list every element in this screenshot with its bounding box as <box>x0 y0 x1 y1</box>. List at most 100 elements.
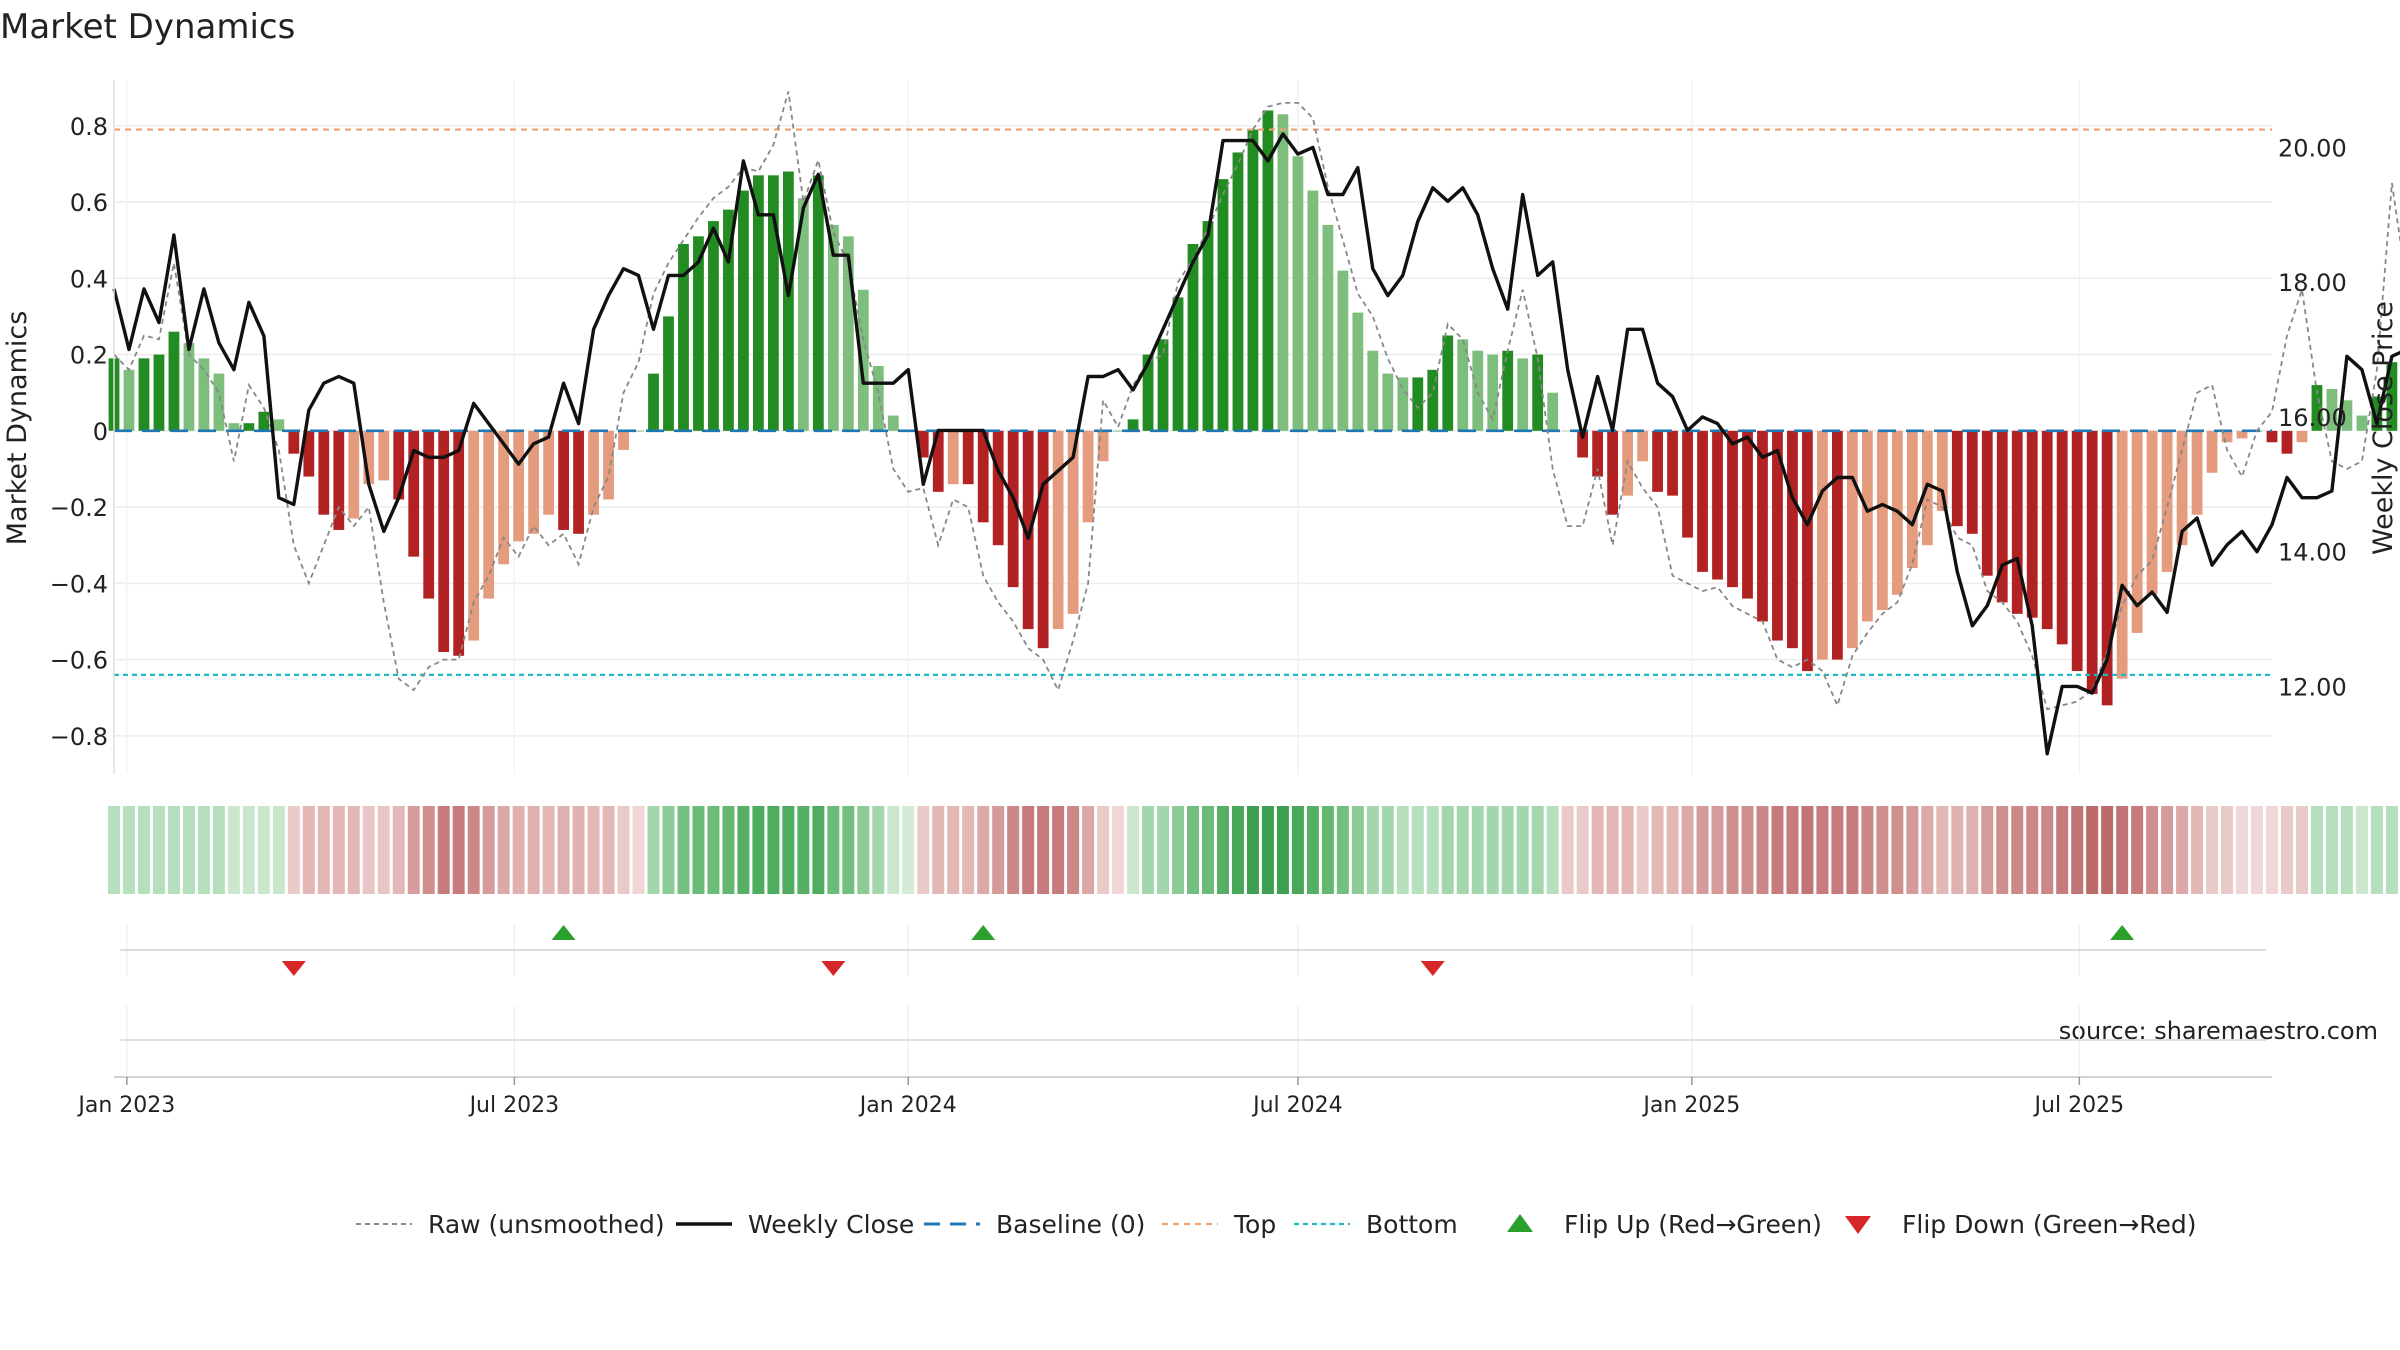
bar-2024-03-25 <box>1082 430 1094 523</box>
bar-2024-06-24 <box>1277 114 1289 431</box>
bar-2025-07-21 <box>2116 430 2128 679</box>
bar-2025-07-14 <box>2101 430 2113 706</box>
xtick-label: Jul 2024 <box>1251 1093 1343 1118</box>
strip-cell-2023-04-17 <box>347 806 360 894</box>
raw-line <box>113 91 2400 711</box>
strip-cell-2025-02-03 <box>1756 806 1769 894</box>
bar-2023-02-13 <box>213 373 225 431</box>
strip-cell-2024-03-04 <box>1037 806 1050 894</box>
bar-2025-04-28 <box>1936 430 1948 511</box>
strip-cell-2023-11-20 <box>812 806 825 894</box>
strip-cell-2023-12-18 <box>872 806 885 894</box>
strip-cell-2023-01-09 <box>137 806 150 894</box>
bar-2024-03-11 <box>1052 430 1064 630</box>
bar-2025-10-27 <box>2326 388 2338 431</box>
bar-2024-06-03 <box>1232 152 1244 431</box>
strip-cell-2023-05-29 <box>437 806 450 894</box>
bar-2024-09-09 <box>1442 335 1454 431</box>
bar-2025-02-17 <box>1787 430 1798 649</box>
bar-2025-01-27 <box>1742 430 1753 599</box>
strip-cell-2024-05-27 <box>1216 806 1229 894</box>
strip-cell-2023-08-14 <box>602 806 615 894</box>
strip-cell-2024-06-17 <box>1261 806 1274 894</box>
strip-cell-2023-11-27 <box>827 806 840 894</box>
ytick-right-label: 12.00 <box>2278 673 2347 701</box>
strip-cell-2023-01-16 <box>152 806 165 894</box>
strip-cell-2023-02-27 <box>242 806 255 894</box>
strip-cell-2025-02-10 <box>1771 806 1784 894</box>
strip-cell-2025-11-24 <box>2385 806 2398 894</box>
bar-2025-03-24 <box>1861 430 1873 622</box>
bar-2023-11-27 <box>827 224 839 431</box>
bar-2024-04-29 <box>1157 339 1169 431</box>
bar-2024-11-18 <box>1592 430 1604 477</box>
strip-cell-2023-11-13 <box>797 806 810 894</box>
xtick-label: Jan 2024 <box>858 1093 957 1118</box>
bar-2023-08-21 <box>618 430 629 450</box>
strip-cell-2025-03-24 <box>1861 806 1874 894</box>
strip-cell-2023-09-18 <box>677 806 690 894</box>
bar-2023-01-02 <box>123 369 135 431</box>
bar-2023-04-10 <box>333 430 345 530</box>
strip-cell-2025-04-21 <box>1921 806 1934 894</box>
strip-cell-2024-01-22 <box>947 806 960 894</box>
strip-cell-2023-06-26 <box>497 806 510 894</box>
strip-cell-2023-09-11 <box>662 806 675 894</box>
legend-label: Raw (unsmoothed) <box>428 1210 665 1239</box>
bar-2023-02-06 <box>198 358 210 431</box>
bar-2024-09-02 <box>1427 369 1439 431</box>
bar-2023-10-09 <box>723 209 734 431</box>
strip-cell-2023-12-25 <box>887 806 900 894</box>
bar-2024-11-25 <box>1607 430 1619 515</box>
strip-cell-2022-12-26 <box>108 806 120 894</box>
strip-cell-2023-02-20 <box>227 806 240 894</box>
bar-2023-06-12 <box>468 430 480 641</box>
bar-2025-08-25 <box>2191 430 2203 515</box>
bar-2024-06-10 <box>1247 129 1259 431</box>
bar-2024-07-08 <box>1307 190 1319 431</box>
strip-cell-2024-07-29 <box>1351 806 1364 894</box>
bar-2024-10-28 <box>1547 392 1559 431</box>
axes: 0.8 0.6 0.4 0.2 0 −0.2 −0.4 −0.6 −0.8 20.00 18.00 1… <box>50 80 2347 774</box>
legend-item-raw: Raw (unsmoothed) <box>356 1210 665 1239</box>
bar-2025-02-10 <box>1772 430 1783 641</box>
strip-cell-2024-07-15 <box>1321 806 1334 894</box>
bar-2025-05-26 <box>1996 430 2008 603</box>
strip-cell-2023-06-19 <box>482 806 495 894</box>
strip-cell-2024-04-01 <box>1097 806 1110 894</box>
strip-cell-2023-06-12 <box>467 806 480 894</box>
bar-2025-06-23 <box>2056 430 2068 645</box>
xtick-label: Jul 2025 <box>2033 1093 2125 1118</box>
legend-label: Top <box>1233 1210 1276 1239</box>
strip-cell-2025-01-27 <box>1741 806 1754 894</box>
raw-series <box>113 91 2400 711</box>
bars <box>108 110 2398 706</box>
bar-2024-07-15 <box>1322 224 1334 431</box>
legend-label: Flip Up (Red→Green) <box>1564 1210 1822 1239</box>
strip-cell-2024-08-05 <box>1366 806 1379 894</box>
strip-cell-2024-06-03 <box>1231 806 1244 894</box>
legend-swatch <box>1507 1214 1533 1232</box>
bar-2023-01-30 <box>183 343 195 431</box>
bar-2024-12-09 <box>1637 430 1648 462</box>
bar-2023-04-24 <box>363 430 375 485</box>
bar-2025-06-02 <box>2011 430 2023 614</box>
strip-cell-2023-10-16 <box>737 806 750 894</box>
strip-cell-2023-07-24 <box>557 806 570 894</box>
bar-2023-04-03 <box>318 430 330 515</box>
strip-cell-2025-08-25 <box>2191 806 2204 894</box>
bar-2024-12-30 <box>1682 430 1693 538</box>
bar-2024-02-26 <box>1022 430 1034 630</box>
strip-cell-2025-03-03 <box>1816 806 1829 894</box>
bar-2024-01-08 <box>917 430 929 458</box>
strip-cell-2024-05-06 <box>1172 806 1185 894</box>
strip-cell-2025-06-16 <box>2041 806 2054 894</box>
strip-cell-2024-09-09 <box>1441 806 1454 894</box>
regime-strip <box>108 806 2398 894</box>
bar-2025-11-10 <box>2356 415 2368 431</box>
close-series <box>112 132 2400 756</box>
bar-2023-04-17 <box>348 430 360 519</box>
strip-cell-2024-12-30 <box>1681 806 1694 894</box>
bar-2024-08-05 <box>1367 350 1379 431</box>
strip-cell-2025-10-13 <box>2295 806 2308 894</box>
